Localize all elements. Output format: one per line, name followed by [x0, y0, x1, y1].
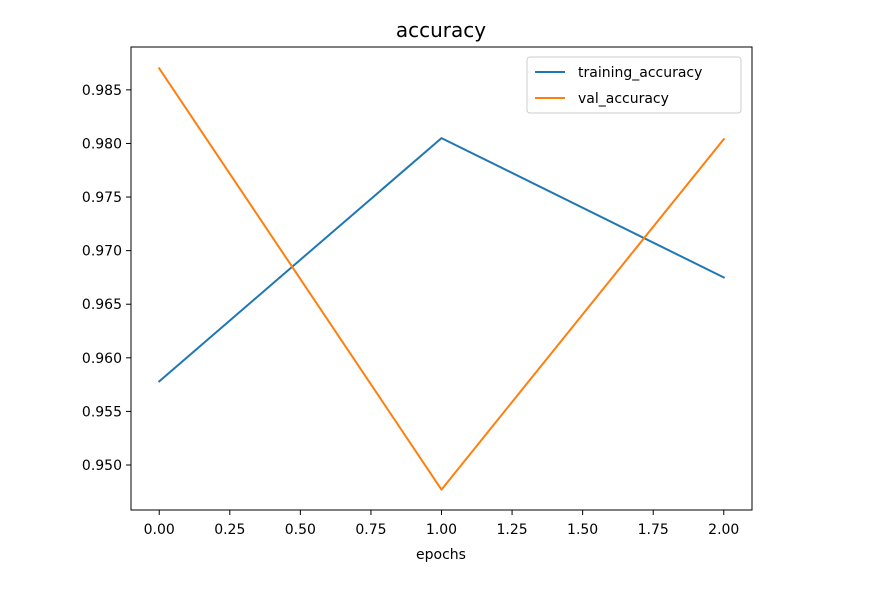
plot-area: [157, 67, 726, 491]
y-tick-label: 0.970: [82, 244, 122, 260]
x-tick-label: 1.25: [496, 522, 527, 538]
legend-label-training-accuracy: training_accuracy: [578, 65, 702, 81]
y-tick-label: 0.985: [82, 83, 122, 99]
legend-items: training_accuracy val_accuracy: [535, 65, 702, 107]
x-tick-label: 2.00: [708, 522, 739, 538]
y-tick-label: 0.980: [82, 136, 122, 152]
y-tick-label: 0.950: [82, 458, 122, 474]
x-axis-label: epochs: [416, 547, 466, 563]
y-tick-label: 0.975: [82, 190, 122, 206]
x-tick-label: 1.00: [426, 522, 457, 538]
x-tick-label: 0.50: [285, 522, 316, 538]
y-tick-label: 0.965: [82, 297, 122, 313]
legend-box: [526, 56, 742, 114]
legend: training_accuracy val_accuracy: [526, 56, 742, 114]
x-axis: 0.00 0.25 0.50 0.75 1.00 1.25 1.50 1.75 2.00: [144, 510, 739, 538]
y-tick-label: 0.960: [82, 351, 122, 367]
x-tick-label: 0.00: [144, 522, 175, 538]
series-line-training-accuracy: [157, 137, 726, 383]
series-line-val-accuracy: [157, 67, 726, 491]
y-axis: 0.950 0.955 0.960 0.965 0.970 0.975 0.980 0.985: [82, 83, 131, 474]
legend-label-val-accuracy: val_accuracy: [578, 91, 669, 107]
x-tick-label: 0.75: [355, 522, 386, 538]
x-tick-label: 1.75: [638, 522, 669, 538]
chart-title: accuracy: [396, 18, 486, 42]
x-tick-label: 1.50: [567, 522, 598, 538]
y-tick-label: 0.955: [82, 404, 122, 420]
x-tick-label: 0.25: [214, 522, 245, 538]
